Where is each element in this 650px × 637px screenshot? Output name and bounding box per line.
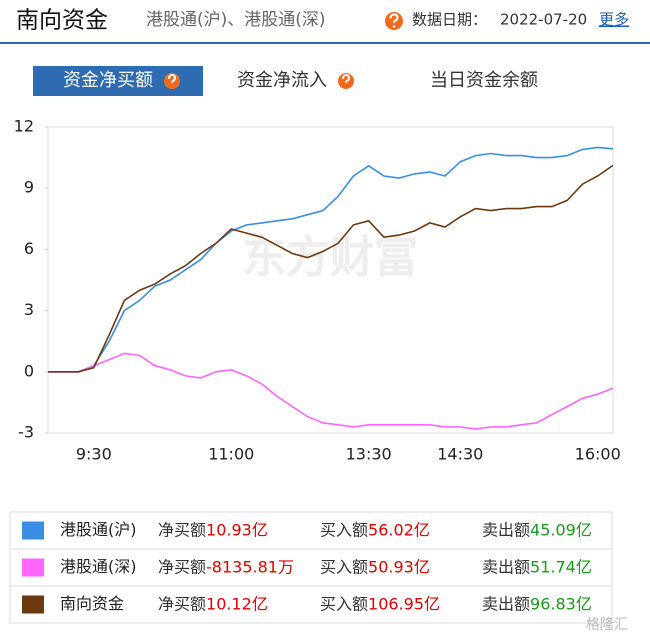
table-row	[9, 585, 613, 624]
cell-label: 净买额	[158, 520, 206, 539]
cell-value: 51.74亿	[530, 557, 592, 576]
cell-value: 10.12亿	[206, 594, 268, 613]
series-line	[48, 146, 614, 373]
table-cell: 卖出额51.74亿	[482, 557, 592, 576]
table-cell: 买入额50.93亿	[320, 557, 430, 576]
date-label: 数据日期：	[412, 11, 487, 29]
y-tick-label: 6	[24, 239, 34, 258]
cell-value: 106.95亿	[368, 594, 440, 613]
y-tick-label: 0	[24, 361, 34, 380]
cell-label: 卖出额	[482, 520, 530, 539]
table-cell: 买入额106.95亿	[320, 594, 440, 613]
plot-frame	[47, 126, 614, 434]
tab[interactable]: 资金净流入	[237, 70, 327, 91]
y-tick-label: 12	[14, 117, 34, 136]
cell-label: 买入额	[320, 594, 368, 613]
help-icon-glyph	[342, 73, 351, 83]
cell-value: 10.93亿	[206, 520, 268, 539]
y-tick-label: 9	[24, 178, 34, 197]
table-cell: 净买额-8135.81万	[158, 557, 294, 576]
table-cell: 净买额10.12亿	[158, 594, 268, 613]
help-icon-glyph	[168, 73, 177, 83]
table-cell: 净买额10.93亿	[158, 520, 268, 539]
y-tick-label: 3	[24, 300, 34, 319]
legend-swatch	[22, 558, 44, 577]
cell-label: 净买额	[158, 557, 206, 576]
help-icon	[338, 73, 354, 89]
cell-value: 45.09亿	[530, 520, 592, 539]
tab[interactable]: 当日资金余额	[430, 70, 538, 91]
help-icon	[164, 73, 180, 89]
x-tick-label: 13:30	[346, 445, 392, 464]
legend-name: 港股通(深)	[60, 557, 137, 576]
series-line	[48, 164, 614, 373]
table-cell: 买入额56.02亿	[320, 520, 430, 539]
cell-value: -8135.81万	[206, 557, 294, 576]
x-tick-label: 14:30	[437, 445, 483, 464]
date: 2022-07-20	[500, 11, 587, 29]
cell-value: 50.93亿	[368, 557, 430, 576]
cell-value: 56.02亿	[368, 520, 430, 539]
legend-name: 南向资金	[60, 594, 124, 613]
legend-swatch	[22, 521, 44, 540]
page-title: 南向资金	[16, 8, 108, 34]
help-icon[interactable]	[385, 12, 403, 30]
corner-watermark: 格隆汇	[586, 617, 628, 633]
legend-swatch	[22, 595, 44, 614]
tab[interactable]: 资金净买额	[63, 70, 153, 91]
y-tick-label: -3	[18, 423, 34, 442]
cell-label: 卖出额	[482, 594, 530, 613]
series-line	[48, 352, 614, 430]
table-cell: 卖出额96.83亿	[482, 594, 592, 613]
x-tick-label: 16:00	[575, 445, 621, 464]
legend-name: 港股通(沪)	[60, 520, 137, 539]
watermark: 东方财富	[242, 232, 418, 283]
table-cell: 卖出额45.09亿	[482, 520, 592, 539]
cell-value: 96.83亿	[530, 594, 592, 613]
cell-label: 卖出额	[482, 557, 530, 576]
cell-label: 净买额	[158, 594, 206, 613]
x-tick-label: 9:30	[76, 445, 112, 464]
subtitle: 港股通(沪)、港股通(深)	[146, 10, 326, 30]
cell-label: 买入额	[320, 557, 368, 576]
cell-label: 买入额	[320, 520, 368, 539]
more-link[interactable]: 更多	[599, 11, 629, 29]
x-tick-label: 11:00	[208, 445, 254, 464]
